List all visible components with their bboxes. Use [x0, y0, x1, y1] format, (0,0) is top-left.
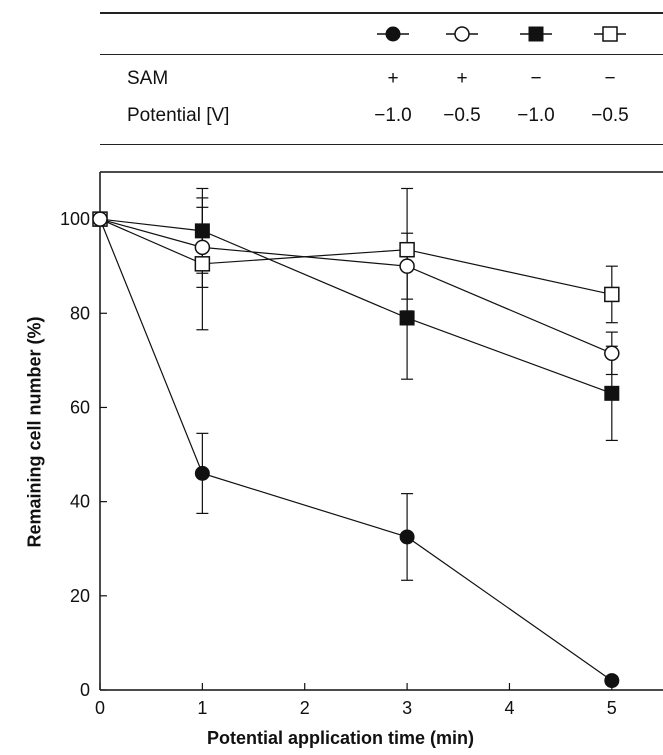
- series-line-open-circle: [99, 218, 613, 354]
- legend-symbol-filled-circle: [377, 26, 409, 42]
- point-filled-square: [604, 385, 620, 401]
- point-open-square: [604, 286, 620, 303]
- y-axis-label: Remaining cell number (%): [24, 316, 45, 548]
- table-mid-rule: [100, 54, 663, 55]
- table-top-rule: [100, 12, 663, 14]
- table-cell-potential-1: −1.0: [374, 105, 412, 126]
- y-tick-label: 40: [70, 492, 90, 512]
- y-tick-label: 0: [80, 680, 90, 700]
- legend-symbol-open-square: [594, 26, 626, 42]
- point-filled-square: [399, 310, 415, 326]
- series-line-filled-square: [99, 218, 613, 394]
- table-bottom-rule: [100, 144, 663, 145]
- x-tick-label: 3: [402, 698, 412, 718]
- table-cell-sam-3: −: [530, 68, 542, 89]
- x-tick-label: 1: [197, 698, 207, 718]
- point-open-square: [399, 241, 415, 258]
- point-filled-square: [194, 223, 210, 239]
- x-axis-label: Potential application time (min): [207, 728, 475, 748]
- table-cell-sam-2: +: [456, 68, 468, 89]
- table-cell-potential-3: −1.0: [517, 105, 555, 126]
- point-open-circle: [194, 239, 211, 256]
- table-cell-sam-1: +: [387, 68, 399, 89]
- point-filled-circle: [604, 673, 620, 689]
- series-line-filled-circle: [99, 218, 613, 682]
- legend-symbol-filled-square: [520, 26, 552, 42]
- series-line-open-square: [99, 218, 612, 296]
- x-tick-label: 5: [607, 698, 617, 718]
- y-tick-label: 20: [70, 586, 90, 606]
- point-open-circle: [92, 211, 108, 227]
- x-tick-label: 0: [95, 698, 105, 718]
- point-open-circle: [399, 258, 415, 274]
- y-tick-label: 100: [60, 209, 90, 229]
- point-filled-circle: [194, 465, 210, 481]
- table-row-label-potential: Potential [V]: [127, 105, 230, 126]
- point-filled-circle: [399, 529, 415, 545]
- y-tick-label: 80: [70, 303, 90, 323]
- table-cell-potential-4: −0.5: [591, 105, 629, 126]
- table-row-label-sam: SAM: [127, 68, 169, 89]
- x-tick-label: 2: [300, 698, 310, 718]
- x-tick-label: 4: [504, 698, 514, 718]
- point-open-circle: [604, 345, 620, 362]
- table-cell-sam-4: −: [604, 68, 616, 89]
- point-open-square: [194, 256, 211, 272]
- legend-symbol-open-circle: [446, 26, 478, 42]
- table-cell-potential-2: −0.5: [443, 105, 481, 126]
- y-tick-label: 60: [70, 397, 90, 417]
